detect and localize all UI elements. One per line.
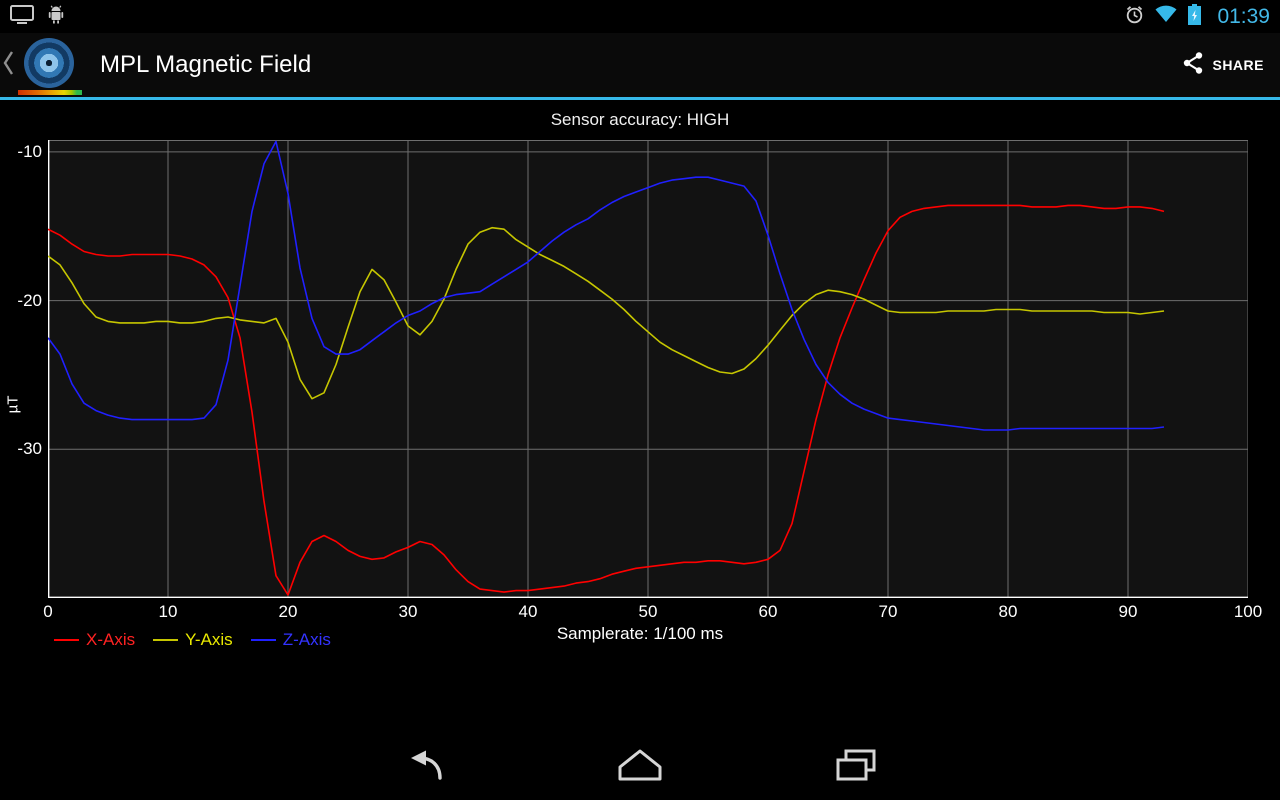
cast-screen-icon — [10, 4, 34, 29]
x-axis-tick-label: 70 — [878, 602, 898, 621]
x-axis-tick-label: 90 — [1118, 602, 1138, 621]
chart-area: Sensor accuracy: HIGH µT Samplerate: 1/1… — [0, 100, 1280, 734]
y-axis-tick-label: -20 — [17, 290, 42, 310]
legend-line-swatch — [250, 639, 276, 641]
y-axis-tick-label: -10 — [17, 141, 42, 161]
status-bar-left — [10, 4, 66, 29]
app-icon-colorbar — [18, 90, 82, 95]
nav-recents-button[interactable] — [832, 745, 880, 789]
chart-legend: X-Axis Y-Axis Z-Axis — [54, 630, 331, 650]
back-icon — [401, 748, 447, 787]
x-axis-tick-label: 100 — [1233, 602, 1263, 621]
chevron-left-icon — [2, 49, 14, 82]
app-icon-button[interactable] — [18, 33, 82, 97]
action-bar: MPL Magnetic Field SHARE — [0, 33, 1280, 100]
up-button[interactable] — [0, 33, 16, 97]
sensor-accuracy-status: Sensor accuracy: HIGH — [550, 110, 730, 129]
x-axis-tick-label: 0 — [43, 602, 53, 621]
x-axis-tick-label: 20 — [278, 602, 298, 621]
plot-canvas — [48, 140, 1248, 598]
legend-line-swatch — [54, 639, 79, 641]
legend-item: Y-Axis — [153, 630, 233, 650]
wifi-icon — [1155, 5, 1177, 28]
share-button[interactable]: SHARE — [1167, 33, 1280, 97]
legend-line-swatch — [153, 639, 179, 641]
app-icon — [24, 38, 74, 88]
x-axis-tick-label: 30 — [398, 602, 418, 621]
share-button-label: SHARE — [1212, 57, 1264, 73]
magnetometer-plot[interactable] — [48, 140, 1248, 598]
x-axis-tick-label: 40 — [518, 602, 538, 621]
recents-icon — [833, 748, 879, 787]
x-axis-title: Samplerate: 1/100 ms — [556, 624, 724, 643]
legend-label: X-Axis — [86, 630, 136, 649]
status-bar-right: 01:39 — [1125, 3, 1270, 30]
page-title: MPL Magnetic Field — [100, 51, 312, 78]
adb-debug-icon — [46, 4, 66, 29]
share-icon — [1183, 51, 1203, 79]
legend-item: Z-Axis — [250, 630, 331, 650]
x-axis-tick-label: 10 — [158, 602, 178, 621]
legend-label: Z-Axis — [282, 630, 331, 649]
nav-home-button[interactable] — [616, 745, 664, 789]
y-axis-unit-label: µT — [4, 395, 22, 414]
x-axis-tick-label: 80 — [998, 602, 1018, 621]
battery-charging-icon — [1188, 3, 1202, 30]
x-axis-tick-label: 60 — [758, 602, 778, 621]
navigation-bar — [0, 734, 1280, 800]
y-axis-tick-label: -30 — [17, 439, 42, 459]
clock-time: 01:39 — [1217, 4, 1270, 28]
legend-label: Y-Axis — [185, 630, 233, 649]
nav-back-button[interactable] — [400, 745, 448, 789]
x-axis-tick-label: 50 — [638, 602, 658, 621]
status-bar: 01:39 — [0, 0, 1280, 33]
alarm-icon — [1125, 5, 1144, 29]
home-icon — [617, 748, 663, 787]
legend-item: X-Axis — [54, 630, 135, 650]
